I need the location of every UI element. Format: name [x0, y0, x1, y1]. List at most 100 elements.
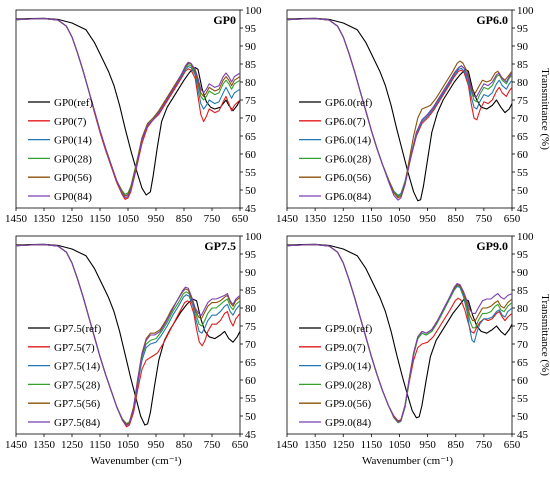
- x-tick-label: 950: [148, 439, 165, 451]
- legend-label: GP0(ref): [54, 97, 93, 109]
- x-tick-label: 750: [476, 213, 493, 225]
- series-line-gp6-0-28-: [286, 18, 513, 197]
- x-tick-label: 1350: [33, 213, 56, 225]
- y-tick-label: 85: [517, 59, 529, 71]
- x-tick-label: 1250: [332, 213, 355, 225]
- x-tick-label: 850: [176, 213, 193, 225]
- legend-label: GP9.0(84): [325, 417, 371, 429]
- y-tick-label: 90: [517, 267, 529, 279]
- legend-label: GP0(56): [54, 172, 92, 184]
- y-tick-label: 90: [245, 267, 257, 279]
- legend-label: GP6.0(ref): [325, 97, 373, 109]
- x-tick-label: 750: [204, 439, 221, 451]
- legend-label: GP9.0(7): [325, 342, 366, 354]
- series-line-gp7-5-84-: [15, 244, 241, 426]
- x-tick-label: 1150: [361, 439, 383, 451]
- x-tick-label: 850: [176, 439, 193, 451]
- series-line-gp9-0-84-: [286, 244, 513, 423]
- y-tick-label: 80: [245, 77, 257, 89]
- y-tick-label: 70: [517, 339, 529, 351]
- x-tick-label: 750: [204, 213, 221, 225]
- plot-frame: [286, 235, 513, 435]
- series-line-gp6-0-56-: [286, 18, 513, 199]
- legend-label: GP9.0(ref): [325, 323, 373, 335]
- y-tick-label: 90: [517, 41, 529, 53]
- y-tick-label: 75: [245, 321, 257, 333]
- y-tick-label: 55: [245, 393, 257, 405]
- y-tick-label: 55: [245, 167, 257, 179]
- legend-label: GP7.5(7): [54, 342, 95, 354]
- y-tick-label: 60: [517, 149, 529, 161]
- x-tick-label: 650: [504, 213, 521, 225]
- x-tick-label: 750: [476, 439, 493, 451]
- legend-label: GP9.0(14): [325, 361, 371, 373]
- series-line-gp7-5-7-: [15, 244, 241, 428]
- series-line-gp9-0-ref-: [286, 243, 513, 419]
- series-line-gp0-28-: [15, 18, 241, 195]
- x-tick-label: 1150: [89, 439, 111, 451]
- y-tick-label: 75: [517, 95, 529, 107]
- x-tick-label: 1150: [89, 213, 111, 225]
- y-tick-label: 45: [245, 203, 257, 215]
- legend-label: GP7.5(ref): [54, 323, 102, 335]
- x-tick-label: 1250: [332, 439, 355, 451]
- y-tick-label: 100: [517, 5, 534, 17]
- series-line-gp9-0-7-: [286, 244, 513, 422]
- y-tick-label: 65: [245, 357, 257, 369]
- series-line-gp6-0-84-: [286, 18, 513, 201]
- y-tick-label: 50: [245, 185, 257, 197]
- series-line-gp0-14-: [15, 18, 241, 197]
- x-tick-label: 1150: [361, 213, 383, 225]
- series-line-gp9-0-56-: [286, 244, 513, 422]
- series-line-gp6-0-7-: [286, 18, 513, 198]
- legend-label: GP0(84): [54, 191, 92, 203]
- legend-label: GP0(7): [54, 116, 87, 128]
- x-tick-label: 1050: [117, 439, 140, 451]
- y-tick-label: 80: [517, 303, 529, 315]
- panel-title: GP0: [213, 13, 236, 27]
- x-tick-label: 1350: [33, 439, 56, 451]
- series-line-gp9-0-14-: [286, 244, 513, 423]
- y-tick-label: 80: [245, 303, 257, 315]
- x-tick-label: 1250: [61, 439, 84, 451]
- y-tick-label: 70: [245, 339, 257, 351]
- series-line-gp0-7-: [15, 18, 241, 200]
- y-tick-label: 100: [245, 5, 262, 17]
- x-tick-label: 1350: [304, 213, 327, 225]
- legend-label: GP0(14): [54, 135, 92, 147]
- y-tick-label: 55: [517, 167, 529, 179]
- y-tick-label: 95: [245, 249, 257, 261]
- y-tick-label: 60: [245, 149, 257, 161]
- y-tick-label: 50: [245, 411, 257, 423]
- y-tick-label: 80: [517, 77, 529, 89]
- x-tick-label: 950: [419, 439, 436, 451]
- y-tick-label: 85: [245, 285, 257, 297]
- y-tick-label: 85: [245, 59, 257, 71]
- y-tick-label: 45: [245, 429, 257, 441]
- y-tick-label: 65: [517, 357, 529, 369]
- legend-label: GP6.0(56): [325, 172, 371, 184]
- x-tick-label: 950: [419, 213, 436, 225]
- legend-label: GP6.0(84): [325, 191, 371, 203]
- y-tick-label: 70: [245, 113, 257, 125]
- series-line-gp9-0-28-: [286, 244, 513, 424]
- panel-title: GP6.0: [476, 13, 508, 27]
- legend-label: GP6.0(14): [325, 135, 371, 147]
- y-tick-label: 45: [517, 203, 529, 215]
- x-tick-label: 650: [504, 439, 521, 451]
- panel-title: GP9.0: [476, 239, 508, 253]
- x-tick-label: 850: [448, 439, 465, 451]
- x-axis-label: Wavenumber (cm⁻¹): [91, 455, 182, 467]
- plot-frame: [15, 9, 241, 209]
- x-axis-label: Wavenumber (cm⁻¹): [362, 455, 453, 467]
- legend-label: GP9.0(56): [325, 398, 371, 410]
- x-tick-label: 650: [232, 439, 249, 451]
- legend-label: GP7.5(14): [54, 361, 100, 373]
- series-line-gp6-0-14-: [286, 18, 513, 196]
- y-tick-label: 85: [517, 285, 529, 297]
- x-tick-label: 1450: [5, 213, 28, 225]
- plot-frame: [286, 9, 513, 209]
